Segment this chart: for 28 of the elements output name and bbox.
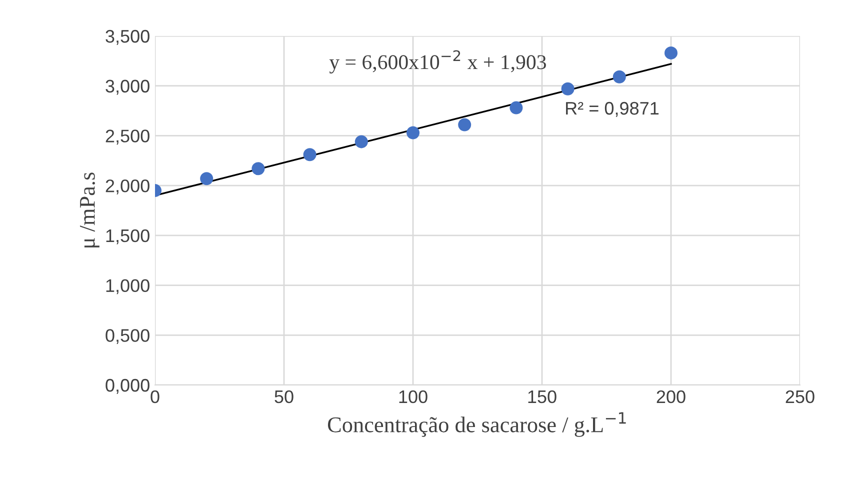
point [612, 70, 626, 84]
x-tick-label: 250 [786, 390, 814, 404]
point [664, 46, 678, 60]
x-tick-label: 200 [656, 390, 686, 404]
point [354, 135, 368, 148]
annotation: R² = 0,9871 [566, 102, 659, 117]
point [458, 118, 472, 132]
y-tick-label: 0,000 [106, 378, 150, 394]
y-tick-label: 2,500 [106, 130, 150, 145]
y-tick-label: 3,000 [106, 80, 150, 95]
y-tick-label: 1,500 [106, 229, 150, 244]
x-tick-label: 50 [274, 390, 294, 404]
x-axis-title: Concentração de sacarose / g.L$^{−1}$ [328, 412, 626, 437]
y-tick-label: 3,500 [106, 30, 150, 45]
y-tick-label: 1,000 [106, 279, 150, 294]
point [561, 82, 574, 96]
point [200, 172, 214, 186]
point [303, 148, 316, 162]
annotation: y = 6,600x10$^{−2}$ x + 1,903 [329, 50, 546, 74]
point [406, 126, 420, 140]
x-tick-label: 150 [528, 390, 556, 404]
point [252, 162, 265, 176]
x-tick-label: 0 [150, 390, 160, 404]
x-tick-label: 100 [399, 390, 428, 404]
y-axis-title: μ /mPa.s [80, 172, 100, 248]
point [510, 101, 523, 114]
y-tick-label: 0,500 [106, 329, 150, 344]
y-tick-label: 2,000 [106, 180, 150, 194]
